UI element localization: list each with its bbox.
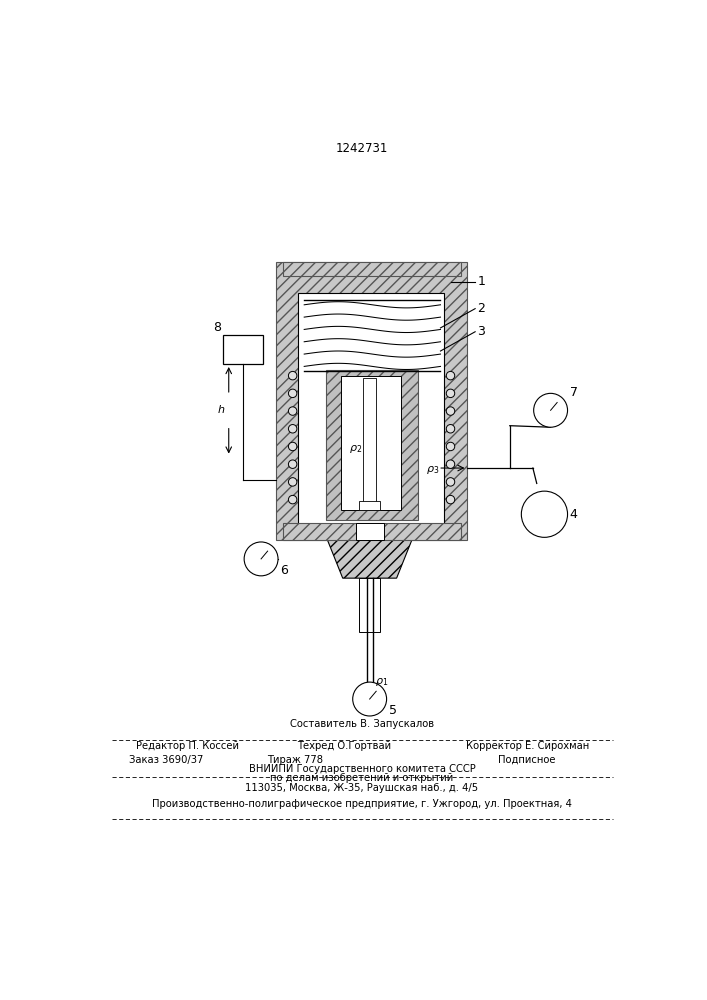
Circle shape <box>288 407 297 415</box>
Text: 8: 8 <box>214 321 221 334</box>
Circle shape <box>288 478 297 486</box>
Text: 113035, Москва, Ж-35, Раушская наб., д. 4/5: 113035, Москва, Ж-35, Раушская наб., д. … <box>245 783 479 793</box>
Bar <box>359 578 380 632</box>
Text: 5: 5 <box>389 704 397 717</box>
Circle shape <box>446 407 455 415</box>
Bar <box>298 293 444 524</box>
Text: $\rho_2$: $\rho_2$ <box>349 443 362 455</box>
Circle shape <box>521 491 568 537</box>
Bar <box>363 378 376 507</box>
Text: Корректор Е. Сирохман: Корректор Е. Сирохман <box>466 741 589 751</box>
Circle shape <box>446 442 455 451</box>
Circle shape <box>446 371 455 380</box>
Bar <box>223 335 262 364</box>
Text: Производственно-полиграфическое предприятие, г. Ужгород, ул. Проектная, 4: Производственно-полиграфическое предприя… <box>152 799 572 809</box>
Text: по делам изобретений и открытий: по делам изобретений и открытий <box>270 773 454 783</box>
Text: $\rho_1$: $\rho_1$ <box>375 676 388 688</box>
Circle shape <box>534 393 568 427</box>
Bar <box>283 523 461 540</box>
Text: $\rho_3$: $\rho_3$ <box>426 464 439 476</box>
Circle shape <box>446 460 455 468</box>
Circle shape <box>353 682 387 716</box>
Text: 1: 1 <box>477 275 485 288</box>
Text: 2: 2 <box>477 302 485 315</box>
Bar <box>359 501 380 510</box>
Text: Составитель В. Запускалов: Составитель В. Запускалов <box>290 719 434 729</box>
Text: Техред О.Гортвай: Техред О.Гортвай <box>297 741 391 751</box>
Bar <box>356 523 383 540</box>
Text: 6: 6 <box>281 564 288 577</box>
Text: ВНИИПИ Государственного комитета СССР: ВНИИПИ Государственного комитета СССР <box>249 764 475 774</box>
Bar <box>341 376 402 510</box>
Polygon shape <box>327 540 412 578</box>
Circle shape <box>446 478 455 486</box>
Text: Тираж 778: Тираж 778 <box>267 755 323 765</box>
Text: Подписное: Подписное <box>498 755 556 765</box>
Circle shape <box>288 425 297 433</box>
Bar <box>283 262 461 276</box>
Text: 7: 7 <box>570 386 578 399</box>
Circle shape <box>288 460 297 468</box>
Circle shape <box>244 542 278 576</box>
Text: 3: 3 <box>477 325 485 338</box>
Text: 4: 4 <box>570 508 578 521</box>
Circle shape <box>288 371 297 380</box>
Bar <box>276 262 467 540</box>
Text: h: h <box>218 405 225 415</box>
Circle shape <box>446 495 455 504</box>
Circle shape <box>288 442 297 451</box>
Text: Редактор П. Коссей: Редактор П. Коссей <box>136 741 240 751</box>
Circle shape <box>446 389 455 398</box>
Circle shape <box>288 495 297 504</box>
Text: 1242731: 1242731 <box>336 142 388 155</box>
Text: Заказ 3690/37: Заказ 3690/37 <box>129 755 203 765</box>
Circle shape <box>446 425 455 433</box>
Circle shape <box>288 389 297 398</box>
Bar <box>326 370 418 520</box>
